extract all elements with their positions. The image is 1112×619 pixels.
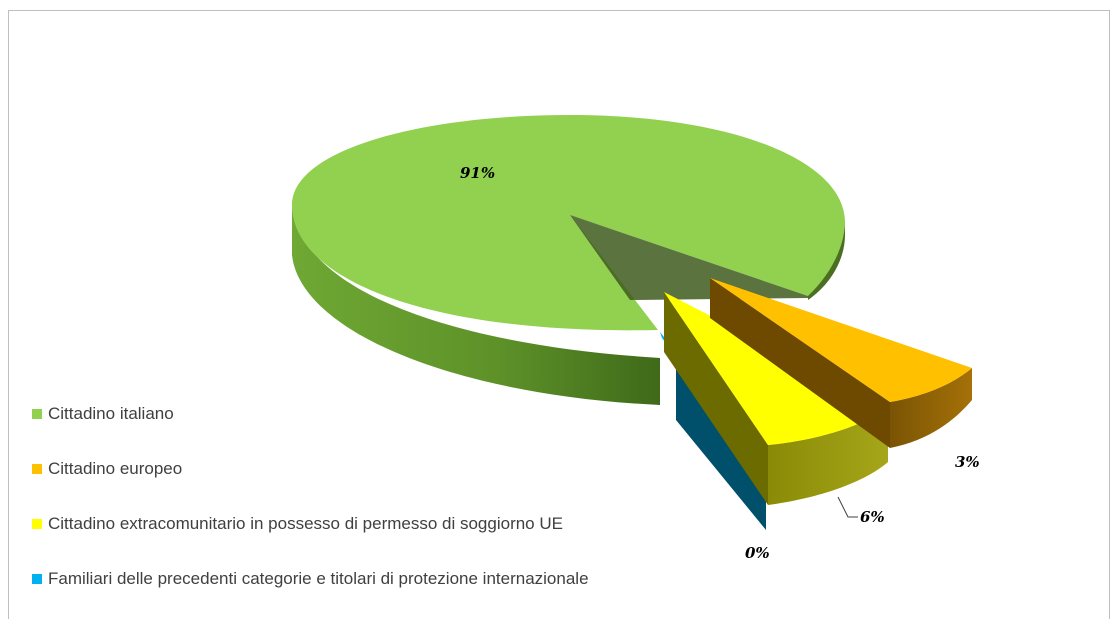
legend-swatch: [32, 409, 42, 419]
slice-cittadino-italiano: [292, 115, 846, 405]
slice-italiano-top: [292, 115, 846, 331]
chart-area: [8, 10, 1110, 619]
data-label-extracomunitario: 6%: [860, 508, 885, 526]
legend-item-europeo: Cittadino europeo: [32, 457, 182, 480]
slice-italiano-side: [292, 205, 660, 405]
slice-europeo: [710, 278, 972, 448]
data-label-italiano: 91%: [460, 164, 495, 182]
slice-extracomunitario: [664, 292, 888, 505]
legend-item-extracomunitario: Cittadino extracomunitario in possesso d…: [32, 512, 563, 535]
leader-line-6: [837, 496, 858, 518]
data-label-familiari: 0%: [745, 544, 770, 562]
legend-label: Cittadino italiano: [48, 404, 174, 423]
legend-item-familiari: Familiari delle precedenti categorie e t…: [32, 567, 589, 590]
legend-label: Cittadino extracomunitario in possesso d…: [48, 514, 563, 533]
slice-italiano-cut-face: [570, 215, 808, 300]
data-label-europeo: 3%: [955, 453, 980, 471]
legend-label: Familiari delle precedenti categorie e t…: [48, 569, 589, 588]
legend-item-italiano: Cittadino italiano: [32, 402, 174, 425]
legend-swatch: [32, 574, 42, 584]
legend-swatch: [32, 519, 42, 529]
legend-swatch: [32, 464, 42, 474]
legend-label: Cittadino europeo: [48, 459, 183, 478]
